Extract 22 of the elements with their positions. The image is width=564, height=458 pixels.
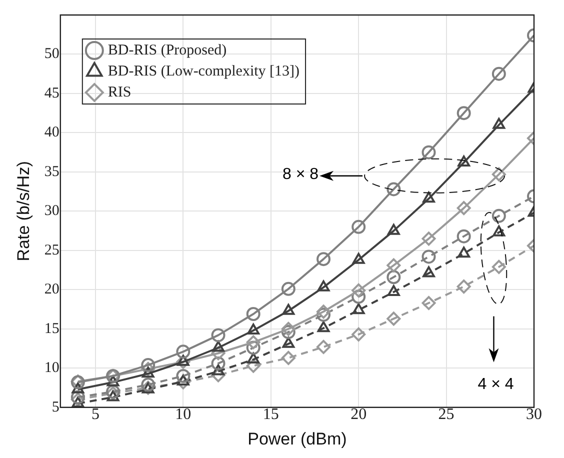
y-tick-label: 25 — [44, 242, 60, 258]
y-tick-label: 35 — [44, 164, 60, 180]
x-tick-label: 25 — [438, 406, 454, 424]
x-axis-title: Power (dBm) — [248, 429, 347, 448]
y-tick-label: 15 — [44, 320, 60, 337]
x-tick-label: 20 — [350, 406, 367, 424]
y-tick-label: 40 — [44, 124, 60, 141]
legend-label: BD-RIS (Proposed) — [108, 42, 227, 58]
y-tick-label: 45 — [44, 85, 60, 102]
x-tick-label: 10 — [175, 406, 192, 424]
y-axis-title: Rate (b/s/Hz) — [14, 161, 33, 262]
x-tick-label: 30 — [526, 406, 542, 424]
legend-label: BD-RIS (Low-complexity [13]) — [108, 63, 300, 80]
legend-label: RIS — [108, 84, 132, 100]
x-tick-label: 15 — [262, 406, 279, 424]
y-tick-label: 20 — [44, 282, 60, 298]
annotation: 8 × 8 — [282, 166, 319, 184]
x-tick-label: 5 — [91, 406, 100, 424]
annotation: 4 × 4 — [478, 376, 514, 394]
y-tick-label: 50 — [44, 46, 60, 62]
y-tick-label: 30 — [44, 203, 60, 220]
y-tick-label: 10 — [44, 360, 60, 376]
